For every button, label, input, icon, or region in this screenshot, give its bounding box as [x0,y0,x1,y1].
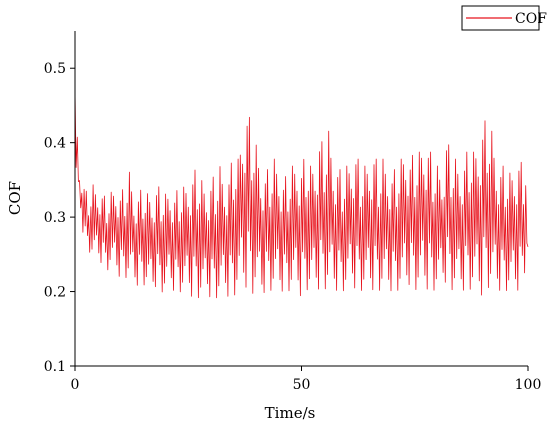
plot-area [74,89,529,299]
series-line-cof [74,89,529,299]
ticks: 0.1 0.2 0.3 0.4 0.5 0 50 100 [44,61,542,393]
x-tick-label: 50 [293,377,311,393]
x-axis-title: Time/s [265,404,316,422]
x-tick-label: 0 [71,377,80,393]
legend-label-cof: COF [515,11,547,27]
y-tick-label: 0.4 [44,136,66,152]
y-tick-label: 0.3 [44,210,66,226]
x-tick-label: 100 [515,377,542,393]
y-tick-label: 0.2 [44,285,66,301]
legend: COF [461,5,547,31]
y-tick-label: 0.1 [44,359,66,375]
y-tick-label: 0.5 [44,61,66,77]
y-axis-title: COF [6,181,24,215]
